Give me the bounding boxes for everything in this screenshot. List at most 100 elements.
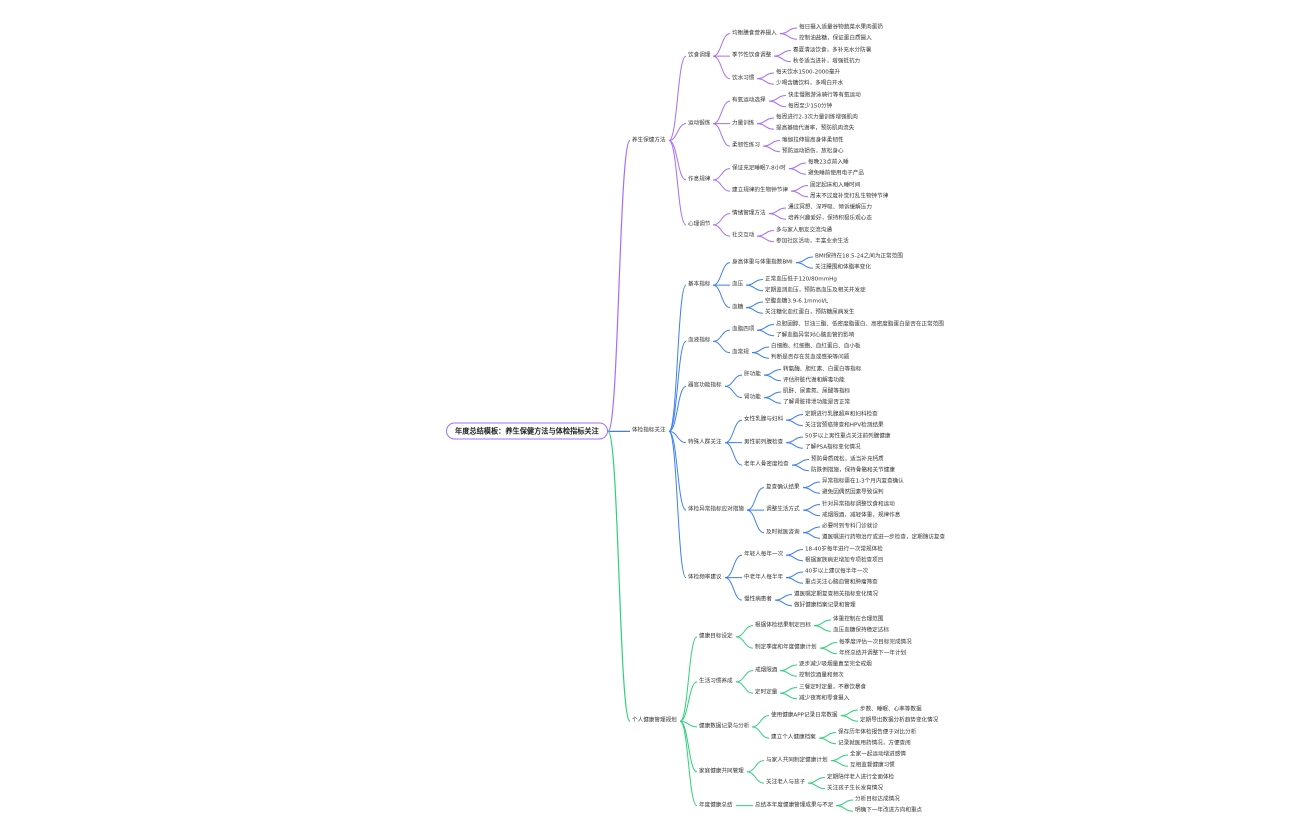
leaf-topic[interactable]: 瑜伽拉伸提高身体柔韧性 xyxy=(782,137,844,143)
detail-topic[interactable]: 男性前列腺检查 xyxy=(744,439,784,446)
leaf-topic[interactable]: 必要时到专科门诊就诊 xyxy=(822,523,878,530)
leaf-topic[interactable]: 保存历年体检报告便于对比分析 xyxy=(838,729,917,735)
detail-topic[interactable]: 均衡膳食营养摄入 xyxy=(732,30,777,37)
leaf-topic[interactable]: 体重控制在合理范围 xyxy=(833,616,884,623)
branch-topic[interactable]: 体检指标关注 xyxy=(632,427,666,434)
leaf-topic[interactable]: 定期导出数据分析趋势变化情况 xyxy=(860,717,939,724)
leaf-topic[interactable]: 每晚23点前入睡 xyxy=(808,159,849,166)
detail-topic[interactable]: 保证充足睡眠7-8小时 xyxy=(732,165,786,172)
leaf-topic[interactable]: 每日摄入适量谷物蔬菜水果肉蛋奶 xyxy=(799,24,883,31)
leaf-topic[interactable]: 了解肾脏排泄功能是否正常 xyxy=(783,399,851,406)
detail-topic[interactable]: 关注老人与孩子 xyxy=(766,779,806,786)
detail-topic[interactable]: 中老年人每半年 xyxy=(744,574,784,581)
leaf-topic[interactable]: 重点关注心脑血管和肿瘤筛查 xyxy=(805,579,878,586)
subtopic[interactable]: 作息规律 xyxy=(688,176,711,183)
subtopic[interactable]: 特殊人群关注 xyxy=(688,439,722,446)
leaf-topic[interactable]: 白细胞、红细胞、血红蛋白、血小板 xyxy=(771,343,861,350)
leaf-topic[interactable]: 记录就医用药情况，方便查阅 xyxy=(838,740,911,747)
leaf-topic[interactable]: 了解血脂异常对心脑血管的影响 xyxy=(776,332,855,339)
leaf-topic[interactable]: 互相监督健康习惯 xyxy=(850,762,895,769)
detail-topic[interactable]: 年轻人每年一次 xyxy=(744,551,784,558)
leaf-topic[interactable]: 年终总结并调整下一年计划 xyxy=(839,650,907,657)
detail-topic[interactable]: 使用健康APP记录日常数据 xyxy=(771,712,838,719)
detail-topic[interactable]: 及时就医咨询 xyxy=(766,529,800,536)
detail-topic[interactable]: 慢性病患者 xyxy=(744,596,772,603)
branch-topic[interactable]: 养生保健方法 xyxy=(632,137,666,143)
leaf-topic[interactable]: 正常血压低于120/80mmHg xyxy=(765,276,837,282)
leaf-topic[interactable]: 预防运动损伤，放松身心 xyxy=(782,148,844,155)
detail-topic[interactable]: 与家人共同制定健康计划 xyxy=(766,757,828,764)
leaf-topic[interactable]: 针对异常指标调整饮食和运动 xyxy=(822,501,895,507)
leaf-topic[interactable]: 18-40岁每年进行一次常规体检 xyxy=(805,546,883,552)
leaf-topic[interactable]: 做好健康档案记录和管理 xyxy=(794,602,856,609)
root-topic[interactable]: 年度总结模板：养生保健方法与体检指标关注 xyxy=(446,422,608,440)
leaf-topic[interactable]: 少喝含糖饮料，多喝白开水 xyxy=(776,80,844,87)
leaf-topic[interactable]: 培养兴趣爱好，保持积极乐观心态 xyxy=(788,215,872,222)
leaf-topic[interactable]: 通过冥想、深呼吸、倾诉缓解压力 xyxy=(788,204,872,211)
subtopic[interactable]: 基本指标 xyxy=(688,281,711,288)
leaf-topic[interactable]: 每周至少150分钟 xyxy=(788,103,833,110)
leaf-topic[interactable]: 定期监测血压，预防高血压及相关并发症 xyxy=(765,287,866,294)
leaf-topic[interactable]: 关注糖化血红蛋白，预防糖尿病发生 xyxy=(765,309,855,316)
subtopic[interactable]: 年度健康总结 xyxy=(699,802,733,809)
leaf-topic[interactable]: BMI保持在18.5-24之间为正常范围 xyxy=(815,253,903,260)
detail-topic[interactable]: 季节性饮食调整 xyxy=(732,52,772,59)
leaf-topic[interactable]: 定期陪伴老人进行全面体检 xyxy=(827,774,895,780)
detail-topic[interactable]: 调整生活方式 xyxy=(766,506,800,513)
leaf-topic[interactable]: 肌酐、尿素氮、尿酸等指标 xyxy=(783,388,851,395)
subtopic[interactable]: 健康数据记录与分析 xyxy=(699,723,750,730)
leaf-topic[interactable]: 血压血糖保持稳定达标 xyxy=(833,627,889,634)
detail-topic[interactable]: 血糖 xyxy=(732,304,744,311)
leaf-topic[interactable]: 遵医嘱进行药物治疗或进一步检查，定期随访复查 xyxy=(822,534,946,541)
leaf-topic[interactable]: 遵医嘱定期复查相关指标变化情况 xyxy=(794,591,878,597)
subtopic[interactable]: 心理调节 xyxy=(688,221,711,228)
detail-topic[interactable]: 柔韧性练习 xyxy=(732,142,760,149)
leaf-topic[interactable]: 预防骨质疏松，适当补充钙质 xyxy=(811,456,884,462)
leaf-topic[interactable]: 异常指标需在1-3个月内复查确认 xyxy=(822,478,904,485)
leaf-topic[interactable]: 周末不过度补觉打乱生物钟节律 xyxy=(810,193,889,200)
leaf-topic[interactable]: 每季度评估一次目标完成情况 xyxy=(839,639,912,645)
leaf-topic[interactable]: 分析目标达成情况 xyxy=(855,796,900,803)
leaf-topic[interactable]: 逐步减少吸烟量直至完全戒烟 xyxy=(799,661,872,668)
leaf-topic[interactable]: 判断是否存在贫血或感染等问题 xyxy=(771,354,850,361)
leaf-topic[interactable]: 固定起床和入睡时间 xyxy=(810,182,861,188)
leaf-topic[interactable]: 空腹血糖3.9-6.1mmol/L xyxy=(765,298,829,305)
subtopic[interactable]: 体检异常指标应对措施 xyxy=(688,506,744,513)
leaf-topic[interactable]: 戒烟限酒，减轻体重，规律作息 xyxy=(822,512,901,519)
detail-topic[interactable]: 力量训练 xyxy=(732,120,755,127)
detail-topic[interactable]: 身高体重与体重指数BMI xyxy=(732,259,793,266)
leaf-topic[interactable]: 定期进行乳腺超声和妇科检查 xyxy=(805,411,878,417)
leaf-topic[interactable]: 参加社区活动，丰富业余生活 xyxy=(776,238,849,245)
subtopic[interactable]: 饮食调理 xyxy=(688,52,711,59)
detail-topic[interactable]: 饮水习惯 xyxy=(732,75,755,82)
leaf-topic[interactable]: 了解PSA指标变化情况 xyxy=(805,444,861,451)
subtopic[interactable]: 血液指标 xyxy=(688,337,711,344)
leaf-topic[interactable]: 减少夜宵和零食摄入 xyxy=(799,695,850,702)
leaf-topic[interactable]: 转氨酶、胆红素、白蛋白等指标 xyxy=(783,366,862,372)
leaf-topic[interactable]: 控制油盐糖，保证蛋白质摄入 xyxy=(799,35,872,42)
subtopic[interactable]: 运动锻炼 xyxy=(688,120,711,127)
detail-topic[interactable]: 肝功能 xyxy=(744,371,761,378)
leaf-topic[interactable]: 评估肝脏代谢和解毒功能 xyxy=(783,377,845,384)
detail-topic[interactable]: 血脂四项 xyxy=(732,326,755,333)
detail-topic[interactable]: 总结本年度健康管理成果与不足 xyxy=(755,802,834,809)
leaf-topic[interactable]: 春夏清淡饮食，多补充水分防暑 xyxy=(793,47,872,53)
leaf-topic[interactable]: 关注孩子生长发育情况 xyxy=(827,785,883,792)
detail-topic[interactable]: 女性乳腺与妇科 xyxy=(744,416,784,423)
leaf-topic[interactable]: 40岁以上建议每半年一次 xyxy=(805,568,869,575)
detail-topic[interactable]: 血常规 xyxy=(732,349,749,356)
leaf-topic[interactable]: 总胆固醇、甘油三酯、低密度脂蛋白、高密度脂蛋白是否在正常范围 xyxy=(776,321,944,327)
detail-topic[interactable]: 根据体检结果制定目标 xyxy=(755,622,811,629)
leaf-topic[interactable]: 避免因偶然因素导致误判 xyxy=(822,489,884,496)
detail-topic[interactable]: 情绪管理方法 xyxy=(732,210,766,217)
branch-topic[interactable]: 个人健康管理规划 xyxy=(632,717,677,724)
leaf-topic[interactable]: 关注腰围和体脂率变化 xyxy=(815,264,871,271)
leaf-topic[interactable]: 防跌倒措施，保持骨骼和关节健康 xyxy=(811,467,895,474)
detail-topic[interactable]: 老年人骨密度检查 xyxy=(744,461,789,468)
detail-topic[interactable]: 社交互动 xyxy=(732,232,755,239)
leaf-topic[interactable]: 提高基础代谢率，预防肌肉流失 xyxy=(776,125,855,132)
leaf-topic[interactable]: 关注宫颈癌筛查和HPV检测结果 xyxy=(805,422,884,429)
leaf-topic[interactable]: 全家一起运动增进感情 xyxy=(850,751,906,758)
detail-topic[interactable]: 建立个人健康档案 xyxy=(771,734,816,741)
detail-topic[interactable]: 肾功能 xyxy=(744,394,761,401)
